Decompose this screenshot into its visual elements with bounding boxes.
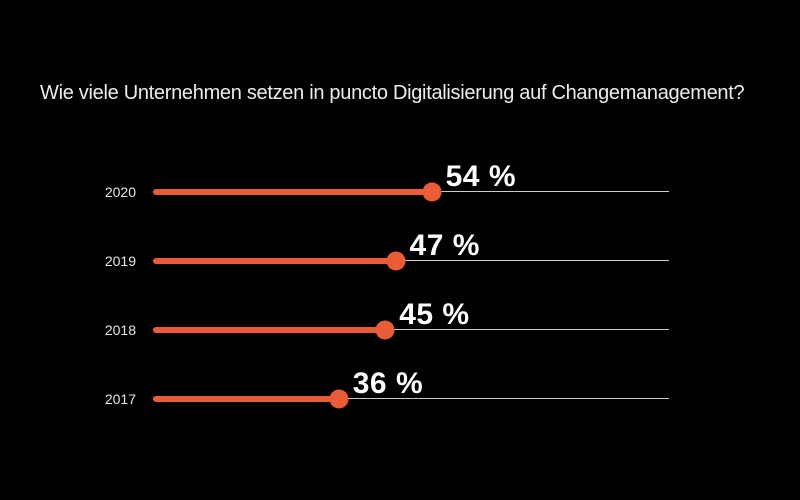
value-label: 36 % bbox=[352, 366, 424, 400]
year-label: 2019 bbox=[104, 252, 136, 269]
value-dot bbox=[386, 251, 406, 270]
value-label: 47 % bbox=[409, 228, 480, 262]
chart-row: 2020 54 % bbox=[0, 157, 800, 226]
axis-track bbox=[153, 260, 669, 261]
axis-track bbox=[153, 329, 669, 330]
value-bar bbox=[153, 257, 396, 264]
year-label: 2020 bbox=[104, 183, 136, 200]
value-dot bbox=[422, 182, 442, 201]
value-bar bbox=[153, 326, 386, 333]
chart-title: Wie viele Unternehmen setzen in puncto D… bbox=[40, 82, 745, 104]
value-bar bbox=[153, 188, 432, 195]
track-area: 47 % bbox=[153, 226, 669, 295]
chart-row: 2017 36 % bbox=[0, 364, 800, 433]
value-bar bbox=[153, 395, 339, 402]
year-label: 2018 bbox=[104, 321, 136, 338]
year-label: 2017 bbox=[104, 390, 136, 407]
chart-row: 2018 45 % bbox=[0, 295, 800, 364]
axis-track bbox=[153, 398, 669, 399]
value-dot bbox=[375, 320, 395, 339]
value-dot bbox=[329, 389, 349, 408]
track-area: 45 % bbox=[153, 295, 669, 364]
track-area: 36 % bbox=[153, 364, 669, 433]
lollipop-chart: 2020 54 % 2019 47 % 2018 45 % 2017 bbox=[0, 157, 800, 433]
chart-row: 2019 47 % bbox=[0, 226, 800, 295]
value-label: 45 % bbox=[399, 297, 470, 331]
track-area: 54 % bbox=[153, 157, 669, 226]
value-label: 54 % bbox=[445, 159, 517, 193]
